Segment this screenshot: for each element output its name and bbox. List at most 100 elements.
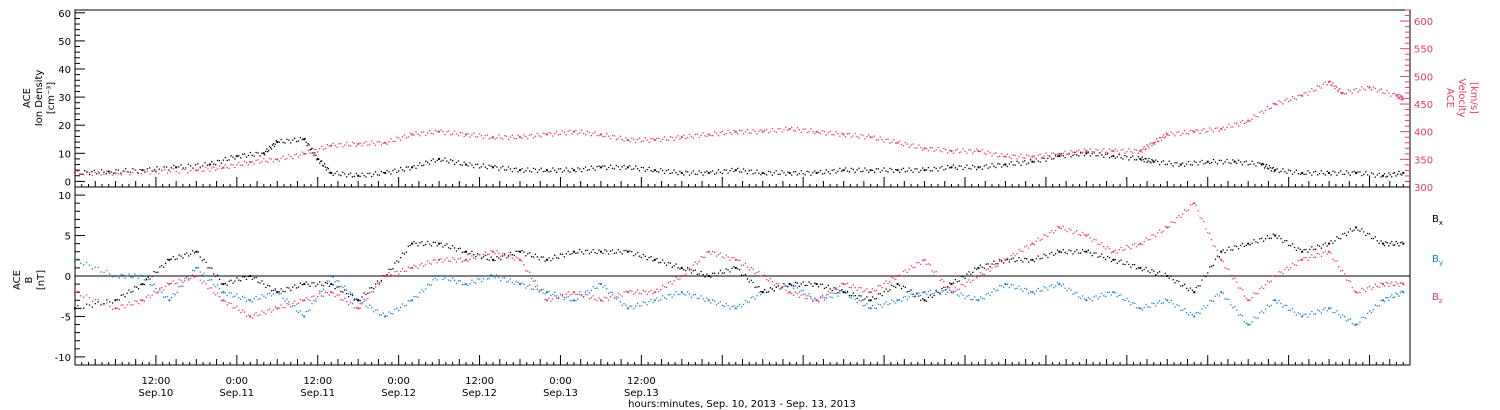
bx-dot xyxy=(606,250,608,252)
density-dot xyxy=(974,166,976,168)
velocity-dot xyxy=(423,131,425,133)
density-dot xyxy=(1114,157,1116,159)
density-dot xyxy=(253,155,255,157)
bx-dot xyxy=(394,262,396,264)
by-dot xyxy=(401,303,404,305)
velocity-dot xyxy=(503,135,506,137)
velocity-dot xyxy=(1264,109,1267,111)
density-dot xyxy=(1284,171,1286,173)
velocity-dot xyxy=(1399,95,1402,97)
velocity-dot xyxy=(1392,92,1394,95)
bz-dot xyxy=(557,297,560,300)
bx-dot xyxy=(353,299,356,301)
bz-point xyxy=(545,299,548,302)
bx-dot xyxy=(432,241,435,243)
by-dot xyxy=(509,278,512,280)
by-dot xyxy=(151,284,153,287)
bx-dot xyxy=(147,276,149,278)
density-dot xyxy=(1313,171,1315,173)
by-point xyxy=(1139,307,1142,310)
by-dot xyxy=(1361,316,1363,318)
bx-dot xyxy=(1365,234,1367,237)
bz-dot xyxy=(247,314,250,316)
bx-dot xyxy=(968,271,970,273)
bx-dot xyxy=(1137,267,1140,269)
bx-dot xyxy=(270,290,273,292)
density-dot xyxy=(371,175,373,178)
bz-dot xyxy=(315,298,317,300)
density-dot xyxy=(144,171,146,173)
bx-dot xyxy=(1195,286,1197,289)
density-dot xyxy=(748,170,750,172)
by-dot xyxy=(673,294,675,296)
density-dot xyxy=(1018,162,1020,164)
velocity-dot xyxy=(565,134,567,136)
velocity-dot xyxy=(1020,153,1022,156)
date-tick-label: Sep.12 xyxy=(381,388,416,399)
bz-dot xyxy=(767,280,770,282)
bx-dot xyxy=(417,245,419,247)
velocity-dot xyxy=(1382,92,1384,94)
density-dot xyxy=(723,169,725,171)
density-dot xyxy=(883,167,885,169)
density-dot xyxy=(617,166,619,168)
density-dot xyxy=(1268,165,1271,167)
velocity-dot xyxy=(1210,129,1213,131)
bz-dot xyxy=(1095,239,1097,241)
by-dot xyxy=(1079,297,1082,299)
by-dot xyxy=(1357,323,1359,325)
bz-dot xyxy=(155,292,157,294)
bx-dot xyxy=(188,255,190,257)
by-dot xyxy=(241,295,244,297)
density-dot xyxy=(715,172,718,174)
bx-dot xyxy=(166,258,169,261)
by-dot xyxy=(719,301,722,303)
bz-dot xyxy=(1105,248,1107,250)
bx-dot xyxy=(848,294,851,297)
velocity-dot xyxy=(1316,85,1319,87)
bx-dot xyxy=(240,280,242,282)
density-dot xyxy=(1060,153,1063,155)
by-dot xyxy=(812,299,814,301)
bx-dot xyxy=(650,256,652,258)
bz-dot xyxy=(1045,234,1047,236)
density-dot xyxy=(671,172,673,174)
density-dot xyxy=(523,171,525,173)
bx-dot xyxy=(280,288,282,290)
bz-point xyxy=(438,258,441,261)
bx-dot xyxy=(290,289,292,292)
by-dot xyxy=(900,300,903,302)
bz-dot xyxy=(577,293,579,296)
density-dot xyxy=(538,169,540,171)
velocity-point xyxy=(114,172,117,175)
by-dot xyxy=(136,274,138,277)
bz-dot xyxy=(661,284,664,287)
by-dot xyxy=(939,293,941,295)
bx-dot xyxy=(288,287,290,289)
velocity-dot xyxy=(1091,151,1093,153)
bx-dot xyxy=(1174,282,1176,284)
velocity-dot xyxy=(712,134,714,137)
bz-dot xyxy=(1126,244,1128,247)
density-dot xyxy=(146,168,148,170)
velocity-dot xyxy=(945,149,947,151)
bx-dot xyxy=(740,274,743,276)
bz-dot xyxy=(1201,218,1203,220)
bz-dot xyxy=(968,279,970,281)
density-dot xyxy=(197,163,199,165)
bx-dot xyxy=(1270,237,1272,240)
velocity-dot xyxy=(355,145,357,147)
density-dot xyxy=(1288,169,1290,171)
by-dot xyxy=(1286,304,1288,307)
bz-dot xyxy=(1214,245,1217,248)
by-dot xyxy=(974,296,976,298)
bz-dot xyxy=(184,277,186,280)
bz-point xyxy=(465,258,468,261)
bx-dot xyxy=(1093,252,1095,254)
bz-dot xyxy=(401,268,404,270)
velocity-dot xyxy=(509,136,512,138)
bz-dot xyxy=(1164,225,1167,228)
density-dot xyxy=(349,172,352,174)
density-dot xyxy=(860,171,862,173)
bz-dot xyxy=(810,297,812,300)
